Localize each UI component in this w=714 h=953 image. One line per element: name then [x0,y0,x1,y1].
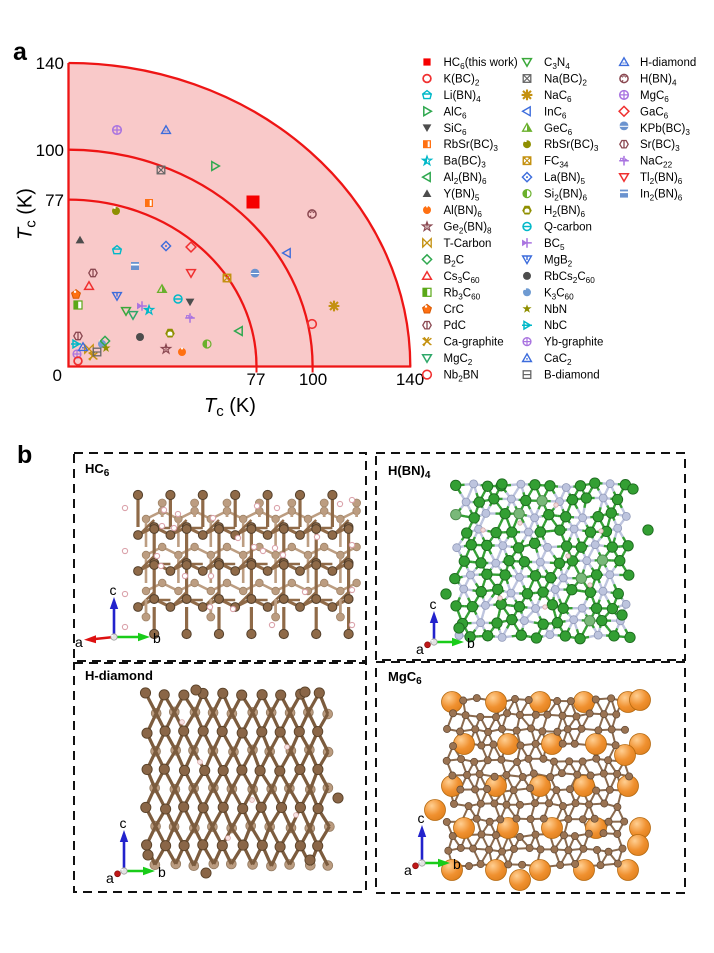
svg-text:HC6(this work): HC6(this work) [444,57,518,71]
svg-text:CaC2: CaC2 [544,353,572,367]
svg-text:Cs3C60: Cs3C60 [444,271,480,285]
svg-text:InC6: InC6 [544,106,567,120]
svg-text:Rb3C60: Rb3C60 [444,287,481,301]
svg-text:Y(BN)5: Y(BN)5 [444,189,480,203]
svg-text:AlC6: AlC6 [444,106,468,120]
svg-text:GeC6: GeC6 [544,123,573,137]
svg-text:La(BN)5: La(BN)5 [544,172,585,186]
svg-text:H(BN)4: H(BN)4 [388,463,431,481]
svg-text:NbC: NbC [544,320,567,332]
svg-text:b: b [453,856,461,872]
svg-text:K3C60: K3C60 [544,287,574,301]
svg-text:FC34: FC34 [544,156,569,170]
svg-text:Si2(BN)6: Si2(BN)6 [544,189,587,203]
svg-text:T-Carbon: T-Carbon [444,238,492,250]
svg-text:NaC6: NaC6 [544,90,572,104]
svg-text:C3N4: C3N4 [544,57,570,71]
svg-text:100: 100 [36,141,64,160]
svg-text:Tc (K): Tc (K) [15,188,40,240]
svg-text:c: c [120,815,127,831]
svg-text:a: a [404,862,412,878]
svg-text:a: a [75,634,83,650]
svg-text:NaC22: NaC22 [640,156,673,170]
svg-text:MgB2: MgB2 [544,254,573,268]
svg-text:H-diamond: H-diamond [85,668,153,683]
svg-text:RbSr(BC)3: RbSr(BC)3 [544,139,599,153]
svg-text:Li(BN)4: Li(BN)4 [444,90,482,104]
svg-text:77: 77 [45,191,64,210]
svg-text:H(BN)4: H(BN)4 [640,74,677,88]
svg-text:PdC: PdC [444,320,466,332]
svg-text:H2(BN)6: H2(BN)6 [544,205,586,219]
svg-text:Ge2(BN)8: Ge2(BN)8 [444,222,493,236]
svg-text:a: a [416,641,424,657]
svg-text:KPb(BC)3: KPb(BC)3 [640,123,690,137]
svg-text:100: 100 [299,370,327,389]
svg-text:B-diamond: B-diamond [544,370,600,382]
svg-text:Ba(BC)3: Ba(BC)3 [444,156,487,170]
svg-text:Al(BN)6: Al(BN)6 [444,205,483,219]
svg-text:MgC6: MgC6 [388,669,422,687]
svg-text:Q-carbon: Q-carbon [544,222,592,234]
svg-text:Tl2(BN)6: Tl2(BN)6 [640,172,683,186]
svg-text:Yb-graphite: Yb-graphite [544,337,603,349]
svg-text:GaC6: GaC6 [640,106,669,120]
svg-text:MgC6: MgC6 [640,90,669,104]
svg-text:K(BC)2: K(BC)2 [444,74,480,88]
svg-text:B2C: B2C [444,254,465,268]
svg-text:b: b [467,635,475,651]
svg-text:SiC6: SiC6 [444,123,468,137]
svg-text:a: a [13,38,28,66]
svg-text:77: 77 [247,370,266,389]
svg-text:Na(BC)2: Na(BC)2 [544,74,587,88]
svg-text:140: 140 [396,370,424,389]
svg-text:c: c [430,596,437,612]
svg-text:HC6: HC6 [85,461,110,479]
svg-text:NbN: NbN [544,304,567,316]
svg-text:MgC2: MgC2 [444,353,473,367]
svg-text:Sr(BC)3: Sr(BC)3 [640,139,680,153]
svg-text:RbCs2C60: RbCs2C60 [544,271,595,285]
svg-text:0: 0 [53,366,62,385]
svg-text:a: a [106,870,114,886]
svg-text:c: c [110,582,117,598]
svg-text:In2(BN)6: In2(BN)6 [640,189,683,203]
svg-text:Nb2BN: Nb2BN [444,370,479,384]
svg-text:H-diamond: H-diamond [640,57,696,69]
svg-text:Ca-graphite: Ca-graphite [444,337,504,349]
svg-text:b: b [153,630,161,646]
svg-text:RbSr(BC)3: RbSr(BC)3 [444,139,499,153]
svg-text:CrC: CrC [444,304,464,316]
svg-text:140: 140 [36,54,64,73]
svg-text:Tc (K): Tc (K) [204,395,256,420]
svg-text:BC5: BC5 [544,238,565,252]
svg-text:Al2(BN)6: Al2(BN)6 [444,172,487,186]
svg-text:b: b [158,864,166,880]
svg-text:c: c [418,810,425,826]
svg-text:b: b [17,441,32,469]
